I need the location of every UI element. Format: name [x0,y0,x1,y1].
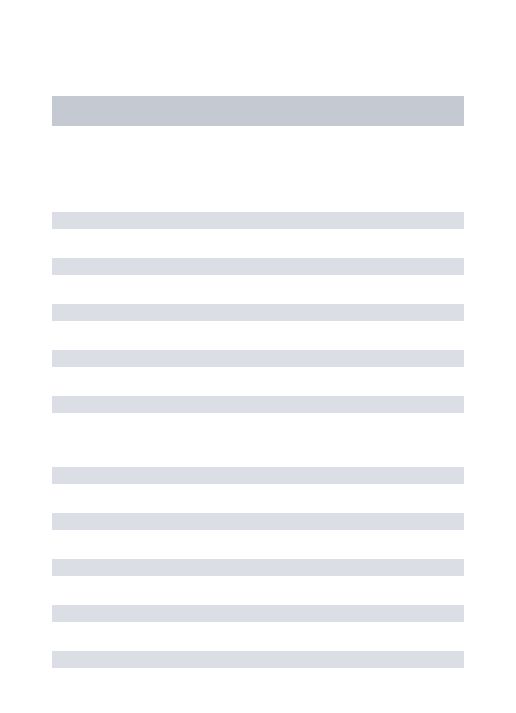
skeleton-group-2 [52,467,464,668]
skeleton-line [52,350,464,367]
skeleton-line [52,605,464,622]
skeleton-line [52,467,464,484]
skeleton-line [52,258,464,275]
skeleton-title-bar [52,96,464,126]
skeleton-line [52,212,464,229]
skeleton-line [52,651,464,668]
skeleton-container [0,0,516,713]
skeleton-line [52,304,464,321]
skeleton-line [52,559,464,576]
skeleton-line [52,396,464,413]
skeleton-line [52,513,464,530]
skeleton-group-1 [52,212,464,413]
